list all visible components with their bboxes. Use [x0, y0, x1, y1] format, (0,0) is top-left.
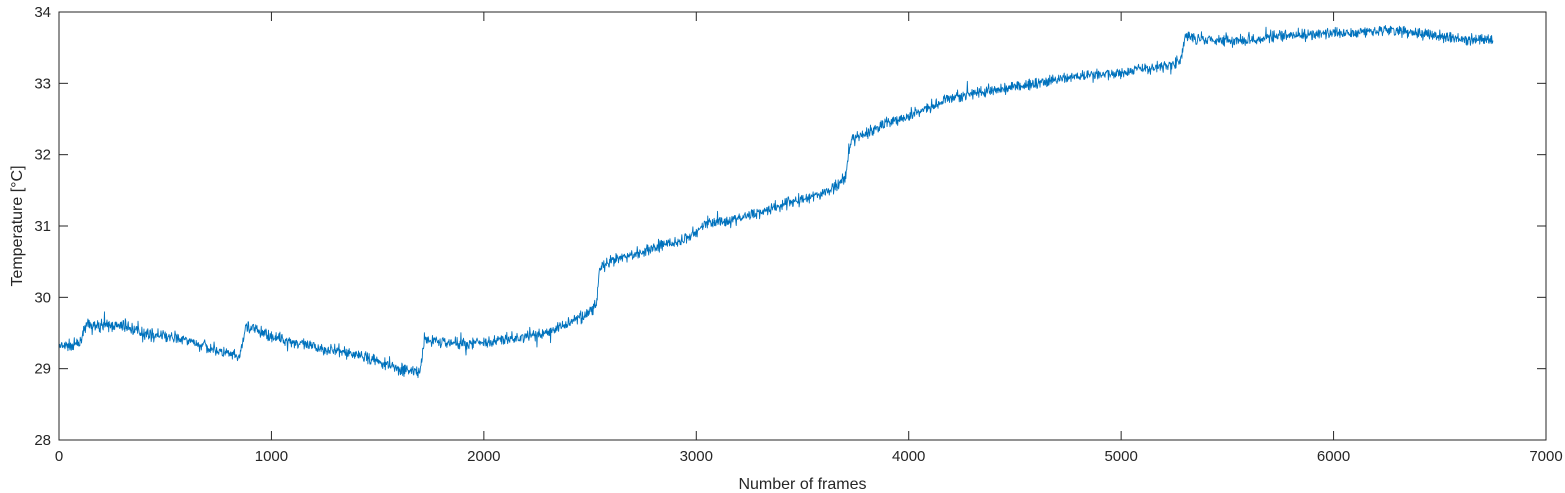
x-tick-label: 3000: [680, 448, 713, 465]
x-axis-label: Number of frames: [738, 476, 866, 493]
y-tick-label: 34: [34, 4, 51, 21]
y-tick-label: 29: [34, 361, 51, 378]
y-tick-label: 32: [34, 147, 51, 164]
x-tick-label: 7000: [1529, 448, 1562, 465]
y-tick-labels: 28 29 30 31 32 33 34: [34, 4, 51, 449]
x-tick-label: 4000: [892, 448, 925, 465]
temperature-series-line: [58, 25, 1494, 379]
x-tick-label: 2000: [467, 448, 500, 465]
plot-frame: [58, 11, 1547, 441]
x-tick-label: 1000: [255, 448, 288, 465]
data-series-layer: [58, 25, 1494, 379]
y-tick-label: 28: [34, 432, 51, 449]
x-tick-label: 0: [55, 448, 63, 465]
y-tick-label: 31: [34, 218, 51, 235]
x-tick-label: 6000: [1317, 448, 1350, 465]
x-tick-labels: 0 1000 2000 3000 4000 5000 6000 7000: [55, 448, 1563, 465]
x-tick-label: 5000: [1104, 448, 1137, 465]
y-tick-label: 33: [34, 75, 51, 92]
y-tick-label: 30: [34, 289, 51, 306]
y-axis-label: Temperature [°C]: [9, 165, 26, 286]
plot-background: [59, 12, 1546, 440]
